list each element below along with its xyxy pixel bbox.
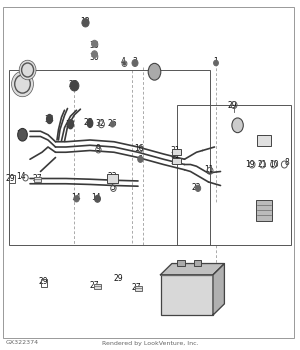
Bar [194, 260, 201, 266]
Ellipse shape [70, 80, 79, 91]
Ellipse shape [19, 60, 36, 80]
Text: 2: 2 [11, 81, 16, 90]
Text: 1: 1 [214, 57, 218, 66]
Ellipse shape [138, 156, 143, 162]
Text: 20: 20 [148, 67, 158, 76]
Text: 27: 27 [33, 174, 42, 183]
Text: 33: 33 [66, 120, 75, 129]
Text: 4: 4 [121, 57, 125, 66]
Ellipse shape [15, 75, 30, 93]
Ellipse shape [232, 118, 243, 133]
Text: 5: 5 [110, 183, 115, 192]
Text: 30: 30 [90, 41, 99, 50]
Ellipse shape [46, 114, 52, 124]
Bar [172, 158, 181, 164]
Text: 11: 11 [204, 165, 213, 174]
Bar [256, 199, 272, 220]
Text: 12: 12 [16, 130, 26, 139]
Bar [9, 70, 210, 245]
Text: 29: 29 [114, 274, 123, 283]
Bar [41, 279, 47, 287]
Ellipse shape [92, 51, 98, 58]
Text: 13: 13 [81, 16, 90, 26]
Bar [177, 260, 184, 266]
Text: 10: 10 [270, 160, 279, 169]
Bar [172, 149, 181, 155]
Text: 16: 16 [135, 144, 144, 153]
Text: 29: 29 [228, 100, 237, 110]
Text: 24: 24 [69, 80, 78, 89]
Text: 31: 31 [171, 156, 180, 166]
Text: 27: 27 [90, 281, 99, 290]
Text: Rendered by LookVenture, Inc.: Rendered by LookVenture, Inc. [102, 341, 198, 345]
Bar [257, 135, 271, 146]
Bar [34, 177, 41, 182]
Ellipse shape [22, 63, 34, 77]
Text: 28: 28 [210, 288, 219, 297]
Text: 19: 19 [246, 160, 255, 169]
Text: 14: 14 [72, 193, 81, 202]
Ellipse shape [18, 128, 27, 141]
Ellipse shape [132, 60, 138, 66]
Bar [9, 175, 15, 183]
Ellipse shape [195, 185, 201, 191]
Text: 9: 9 [95, 144, 100, 153]
Bar [107, 174, 118, 183]
Ellipse shape [94, 195, 100, 202]
Text: 27: 27 [132, 283, 141, 292]
Polygon shape [160, 264, 224, 275]
Text: 25: 25 [84, 118, 93, 127]
Ellipse shape [74, 196, 79, 202]
Text: 17: 17 [258, 205, 267, 215]
Ellipse shape [92, 40, 98, 47]
Ellipse shape [110, 121, 115, 127]
Text: 14: 14 [91, 193, 101, 202]
Text: 8: 8 [284, 158, 289, 167]
Text: 3: 3 [133, 57, 137, 66]
Text: 31: 31 [171, 146, 180, 155]
Text: 7: 7 [233, 120, 238, 129]
Bar [135, 286, 142, 290]
Polygon shape [213, 264, 224, 315]
Text: 34: 34 [45, 114, 54, 124]
Ellipse shape [82, 19, 89, 27]
Ellipse shape [12, 71, 33, 97]
Ellipse shape [214, 60, 218, 66]
Bar [160, 275, 213, 315]
Text: 18: 18 [258, 135, 267, 145]
Bar [177, 105, 291, 245]
Ellipse shape [87, 119, 93, 127]
Text: 26: 26 [108, 119, 117, 128]
Text: 22: 22 [192, 183, 201, 192]
Text: 23: 23 [108, 172, 117, 181]
Text: 6: 6 [137, 155, 142, 164]
Ellipse shape [148, 63, 161, 80]
Text: 29: 29 [6, 174, 15, 183]
Ellipse shape [68, 120, 74, 129]
Text: 29: 29 [39, 277, 48, 286]
Bar [94, 284, 101, 289]
Text: GX322374: GX322374 [6, 341, 39, 345]
Text: 14: 14 [16, 172, 26, 181]
Ellipse shape [123, 62, 126, 65]
Text: 15: 15 [21, 71, 30, 80]
Text: 32: 32 [96, 119, 105, 128]
Text: 30: 30 [90, 53, 99, 62]
Text: 21: 21 [258, 160, 267, 169]
